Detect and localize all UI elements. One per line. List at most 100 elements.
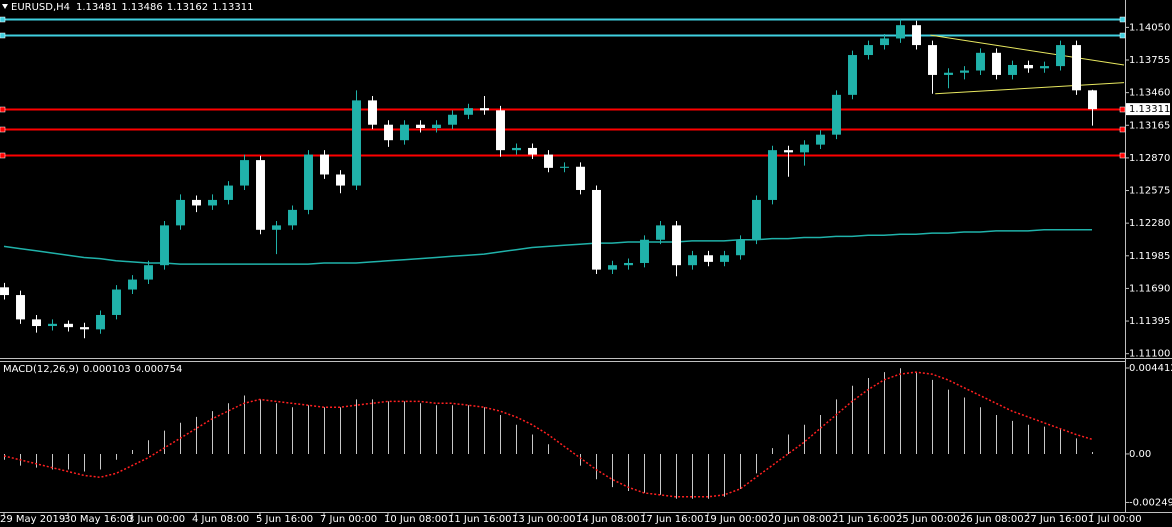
candle-body bbox=[688, 255, 697, 266]
candle-body bbox=[336, 174, 345, 186]
candle-body bbox=[928, 45, 937, 75]
candle-body bbox=[16, 295, 25, 320]
chart-header: EURUSD,H4 1.13481 1.13486 1.13162 1.13311 bbox=[11, 2, 253, 13]
candle-body bbox=[416, 124, 425, 129]
candle-body bbox=[208, 199, 217, 206]
level-handle bbox=[0, 16, 6, 23]
candle-body bbox=[992, 52, 1001, 75]
x-tick-label: 21 Jun 16:00 bbox=[832, 514, 896, 525]
y-tick-label: 1.12280 bbox=[1129, 218, 1170, 229]
x-tick-label: 3 Jun 00:00 bbox=[128, 514, 185, 525]
candle-body bbox=[960, 70, 969, 73]
candle-body bbox=[656, 225, 665, 240]
x-tick-label: 29 May 2019 bbox=[0, 514, 65, 525]
candle-body bbox=[480, 108, 489, 111]
candle-body bbox=[48, 323, 57, 327]
y-tick-label: 1.11690 bbox=[1129, 283, 1170, 294]
candle-body bbox=[912, 25, 921, 46]
candle-body bbox=[752, 199, 761, 240]
candle-body bbox=[528, 147, 537, 155]
level-handle bbox=[0, 32, 6, 39]
trend-line bbox=[935, 82, 1125, 95]
candle-body bbox=[368, 100, 377, 125]
candle-body bbox=[704, 255, 713, 262]
candle-body bbox=[32, 319, 41, 327]
candle-body bbox=[1040, 66, 1049, 69]
signal-line bbox=[3, 371, 1093, 498]
candle-body bbox=[736, 239, 745, 256]
candle-body bbox=[304, 154, 313, 210]
x-tick-label: 17 Jun 16:00 bbox=[640, 514, 704, 525]
x-tick-label: 25 Jun 00:00 bbox=[896, 514, 960, 525]
price-label-box bbox=[1126, 103, 1170, 116]
last-high: 1.13486 bbox=[121, 2, 162, 13]
macd-last: 0.000103 bbox=[83, 364, 131, 375]
candle-body bbox=[880, 38, 889, 46]
symbol: EURUSD,H4 bbox=[11, 2, 70, 13]
level-handle bbox=[0, 126, 6, 133]
x-tick-label: 4 Jun 08:00 bbox=[192, 514, 249, 525]
y-tick-label: 1.12575 bbox=[1129, 186, 1170, 197]
candle-body bbox=[112, 289, 121, 315]
last-low: 1.13162 bbox=[167, 2, 208, 13]
x-tick-label: 19 Jun 00:00 bbox=[704, 514, 768, 525]
candle-body bbox=[256, 160, 265, 230]
y-tick-label: 1.13460 bbox=[1129, 88, 1170, 99]
macd-title: MACD(12,26,9) bbox=[3, 364, 79, 375]
last-close: 1.13311 bbox=[212, 2, 253, 13]
y-tick-label: 1.11985 bbox=[1129, 251, 1170, 262]
candle-body bbox=[240, 160, 249, 186]
candle-body bbox=[352, 100, 361, 186]
candle-body bbox=[128, 279, 137, 290]
candle-body bbox=[496, 110, 505, 151]
x-tick-label: 13 Jun 00:00 bbox=[512, 514, 576, 525]
candle-body bbox=[384, 124, 393, 141]
candle-body bbox=[272, 225, 281, 230]
y-tick-label: 0.004412 bbox=[1129, 363, 1172, 374]
candle-body bbox=[576, 166, 585, 190]
candle-body bbox=[608, 265, 617, 270]
candle-body bbox=[816, 134, 825, 145]
x-tick-label: 27 Jun 16:00 bbox=[1024, 514, 1088, 525]
candle-body bbox=[560, 166, 569, 168]
macd-header: MACD(12,26,9) 0.000103 0.000754 bbox=[3, 364, 182, 375]
x-tick-label: 1 Jul 00:00 bbox=[1088, 514, 1142, 525]
price-label: 1.13311 bbox=[1129, 104, 1170, 115]
level-handle bbox=[1119, 152, 1126, 159]
candle-body bbox=[224, 185, 233, 200]
candle-body bbox=[1024, 64, 1033, 69]
signal-last: 0.000754 bbox=[135, 364, 183, 375]
candle-body bbox=[832, 94, 841, 135]
x-tick-label: 14 Jun 08:00 bbox=[576, 514, 640, 525]
candle-body bbox=[64, 323, 73, 328]
level-handle bbox=[1119, 106, 1126, 113]
candle-body bbox=[896, 25, 905, 39]
level-handle bbox=[0, 152, 6, 159]
candle-body bbox=[1072, 45, 1081, 91]
y-tick-label: 0.00 bbox=[1129, 449, 1151, 460]
x-tick-label: 10 Jun 08:00 bbox=[384, 514, 448, 525]
x-tick-label: 20 Jun 08:00 bbox=[768, 514, 832, 525]
candle-body bbox=[592, 189, 601, 270]
candle-body bbox=[1008, 64, 1017, 75]
candle-body bbox=[512, 147, 521, 151]
candle-body bbox=[192, 199, 201, 206]
candle-body bbox=[624, 262, 633, 266]
y-tick-label: 1.11395 bbox=[1129, 316, 1170, 327]
y-tick-label: -0.00249 bbox=[1129, 497, 1172, 508]
candle-body bbox=[944, 72, 953, 75]
level-handle bbox=[1119, 126, 1126, 133]
last-open: 1.13481 bbox=[76, 2, 117, 13]
x-tick-label: 7 Jun 00:00 bbox=[320, 514, 377, 525]
candle-body bbox=[768, 150, 777, 200]
level-handle bbox=[1119, 32, 1126, 39]
candle-body bbox=[160, 225, 169, 266]
symbol-icon bbox=[2, 4, 8, 9]
candle-body bbox=[0, 287, 9, 296]
x-tick-label: 11 Jun 16:00 bbox=[448, 514, 512, 525]
candle-body bbox=[976, 52, 985, 71]
candle-body bbox=[640, 239, 649, 263]
candle-body bbox=[544, 154, 553, 168]
